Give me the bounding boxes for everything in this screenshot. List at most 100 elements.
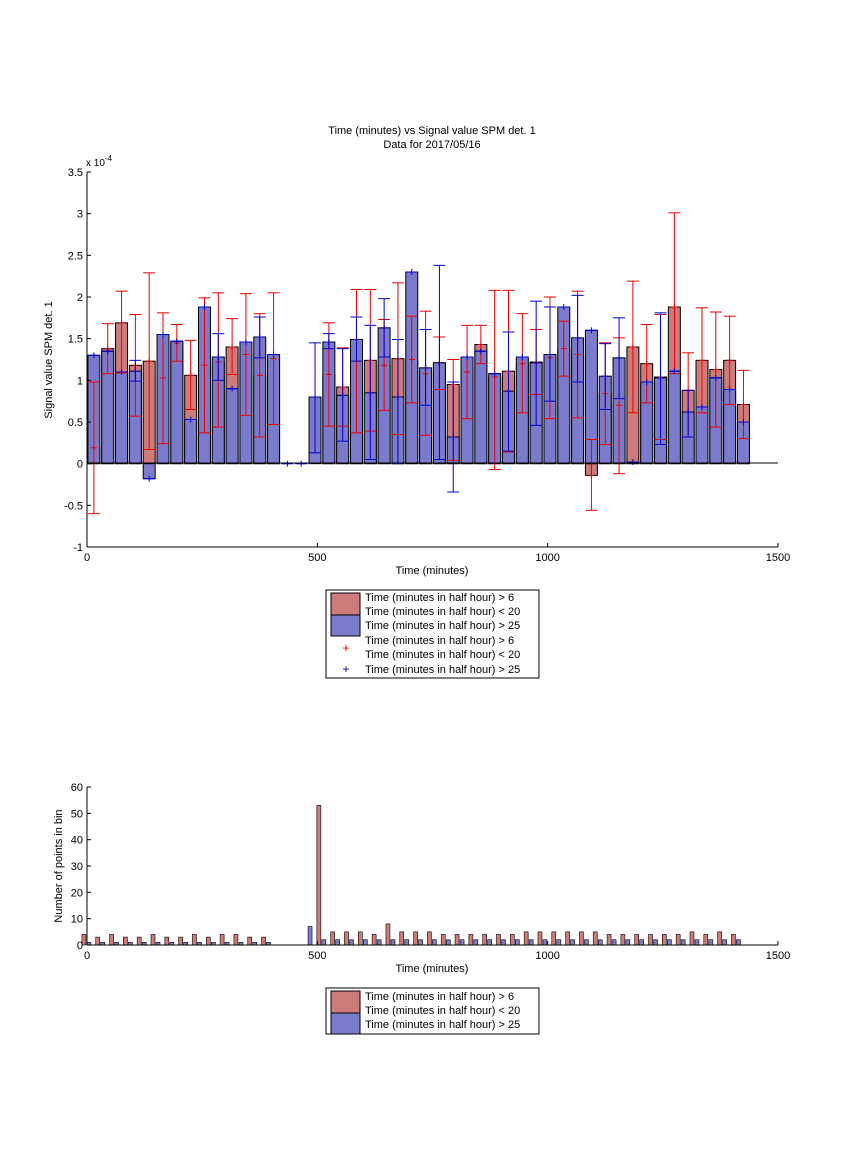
error-bar-red (115, 290, 128, 374)
legend-entry: Time (minutes in half hour) > 6 (365, 991, 514, 1003)
legend-entry: Time (minutes in half hour) > 6 (365, 635, 514, 647)
error-bar-blue (447, 381, 460, 493)
error-bar-red (695, 307, 708, 414)
count-bar-red (537, 931, 543, 946)
x-axis-label: Time (minutes) (396, 963, 469, 975)
signal-legend: + + Time (minutes in half hour) > 6 Time… (325, 589, 540, 679)
count-bar-blue (335, 939, 340, 946)
count-bar-red (592, 931, 598, 946)
count-bar-red (123, 936, 128, 946)
count-bar-red (454, 934, 460, 946)
x-tick-label: 1000 (535, 552, 559, 564)
count-bar-blue (625, 939, 631, 946)
error-bar-red (143, 272, 156, 450)
legend-entry: Time (minutes in half hour) > 6 (365, 592, 514, 604)
count-bar-red (606, 934, 612, 946)
count-bar-red (358, 931, 363, 946)
count-bar-blue (722, 939, 727, 946)
error-bar-red (626, 280, 639, 414)
count-bar-red (496, 934, 501, 946)
x-tick-label: 500 (308, 950, 326, 962)
count-bar-blue (639, 939, 645, 946)
y-axis-label: Number of points in bin (53, 809, 65, 922)
error-bar-blue (295, 460, 308, 467)
error-bar-blue (488, 370, 501, 377)
legend-entry: Time (minutes in half hour) > 25 (365, 1019, 520, 1031)
error-bar-blue (419, 329, 432, 406)
count-bar-red (95, 936, 101, 946)
count-bar-blue (736, 939, 741, 946)
error-bar-blue (682, 389, 695, 438)
count-bar-blue (515, 939, 520, 946)
count-bar-blue (376, 939, 382, 946)
legend-swatch-blue (330, 1012, 361, 1035)
y-tick-label: -0.5 (64, 500, 83, 512)
error-bar-blue (502, 331, 515, 452)
count-bar-red (219, 934, 225, 946)
error-bar-blue (461, 354, 474, 360)
count-bar-red (440, 934, 446, 946)
count-bar-red (164, 936, 170, 946)
count-bar-blue (680, 939, 686, 946)
y-tick-label: 60 (71, 782, 83, 794)
error-bar-blue (613, 317, 626, 400)
count-bar-blue (556, 939, 562, 946)
legend-box (325, 987, 540, 1035)
legend-box (325, 589, 540, 679)
count-bar-red (344, 931, 349, 946)
chart-subtitle: Data for 2017/05/16 (383, 139, 480, 151)
count-bar-red (662, 934, 667, 946)
error-bar-blue (378, 298, 391, 358)
error-bar-blue (198, 304, 211, 310)
exponent-label: x 10-4 (86, 154, 113, 169)
count-bar-blue (528, 939, 534, 946)
y-tick-label: 10 (71, 914, 83, 926)
count-bar-red (468, 934, 474, 946)
count-bar-blue (487, 939, 492, 946)
count-bar-red (731, 934, 736, 946)
count-bar-blue (390, 939, 396, 946)
y-tick-label: 30 (71, 861, 83, 873)
count-bar-red (689, 931, 695, 946)
count-bar-blue (432, 939, 437, 946)
x-tick-label: 1500 (766, 552, 790, 564)
count-bar-red (717, 931, 722, 946)
exponent-power: -4 (105, 154, 113, 163)
legend-entry: Time (minutes in half hour) < 20 (365, 1005, 520, 1017)
count-bar-red (261, 936, 266, 946)
error-bar-blue (115, 369, 128, 375)
error-bar-red (709, 311, 722, 428)
count-bar-red (330, 931, 335, 946)
count-bar-red (634, 934, 640, 946)
error-bar-blue (391, 339, 404, 465)
count-bar-red (551, 931, 557, 946)
count-bar-blue (708, 939, 714, 946)
error-bar-blue (640, 379, 653, 385)
error-bar-blue (474, 348, 487, 355)
error-bar-blue (405, 269, 418, 275)
error-bar-blue (364, 324, 377, 460)
error-bar-blue (212, 333, 225, 381)
error-bar-red (737, 369, 750, 440)
error-bar-blue (170, 338, 183, 345)
x-tick-label: 1500 (766, 950, 790, 962)
x-tick-label: 500 (308, 552, 326, 564)
count-bar-blue (542, 939, 548, 946)
error-bar-blue (129, 359, 142, 382)
count-bar-blue (584, 939, 589, 946)
error-bar-blue (267, 351, 280, 358)
count-chart: 0 500 1000 1500 0 10 20 30 40 50 60 Time (minutes)… (53, 782, 790, 1035)
count-bar-red (648, 934, 653, 946)
count-bar-red (565, 931, 570, 946)
x-tick-label: 0 (84, 950, 90, 962)
signal-error-bars (87, 212, 750, 515)
count-bar-red (371, 934, 377, 946)
legend-swatch-blue (330, 614, 361, 637)
error-bar-red (516, 313, 529, 414)
error-bar-blue (723, 386, 736, 393)
count-bar-red (81, 934, 87, 946)
error-bar-blue (626, 459, 639, 465)
error-bar-red (405, 315, 418, 404)
count-bar-red (620, 934, 626, 946)
x-tick-label: 0 (84, 552, 90, 564)
